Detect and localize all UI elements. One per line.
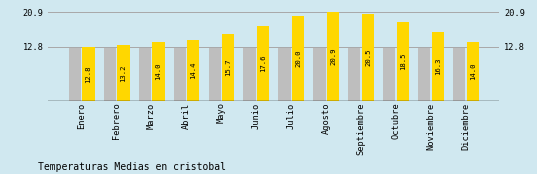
Bar: [292, 16, 304, 101]
Bar: [153, 42, 164, 101]
Text: 20.9: 20.9: [330, 48, 336, 65]
Bar: [453, 48, 465, 101]
Bar: [278, 48, 291, 101]
Text: 17.6: 17.6: [260, 55, 266, 72]
Bar: [432, 32, 444, 101]
Bar: [118, 45, 129, 101]
Text: 12.8: 12.8: [85, 65, 92, 82]
Text: 15.7: 15.7: [226, 59, 231, 76]
Text: Temperaturas Medias en cristobal: Temperaturas Medias en cristobal: [38, 162, 226, 172]
Text: 14.0: 14.0: [155, 62, 162, 80]
Bar: [418, 48, 430, 101]
Text: 20.0: 20.0: [295, 50, 301, 67]
Text: 14.4: 14.4: [190, 62, 197, 79]
Text: 13.2: 13.2: [120, 64, 127, 82]
Text: 18.5: 18.5: [400, 53, 406, 70]
Text: 16.3: 16.3: [435, 58, 441, 75]
Bar: [208, 48, 221, 101]
Bar: [187, 40, 199, 101]
Text: 14.0: 14.0: [470, 62, 476, 80]
Bar: [327, 12, 339, 101]
Bar: [139, 48, 151, 101]
Bar: [173, 48, 186, 101]
Bar: [104, 48, 116, 101]
Bar: [257, 26, 270, 101]
Bar: [467, 42, 479, 101]
Bar: [69, 48, 81, 101]
Bar: [362, 14, 374, 101]
Text: 20.5: 20.5: [365, 49, 371, 66]
Bar: [397, 22, 409, 101]
Bar: [349, 48, 360, 101]
Bar: [83, 47, 95, 101]
Bar: [222, 34, 234, 101]
Bar: [314, 48, 325, 101]
Bar: [383, 48, 395, 101]
Bar: [243, 48, 256, 101]
